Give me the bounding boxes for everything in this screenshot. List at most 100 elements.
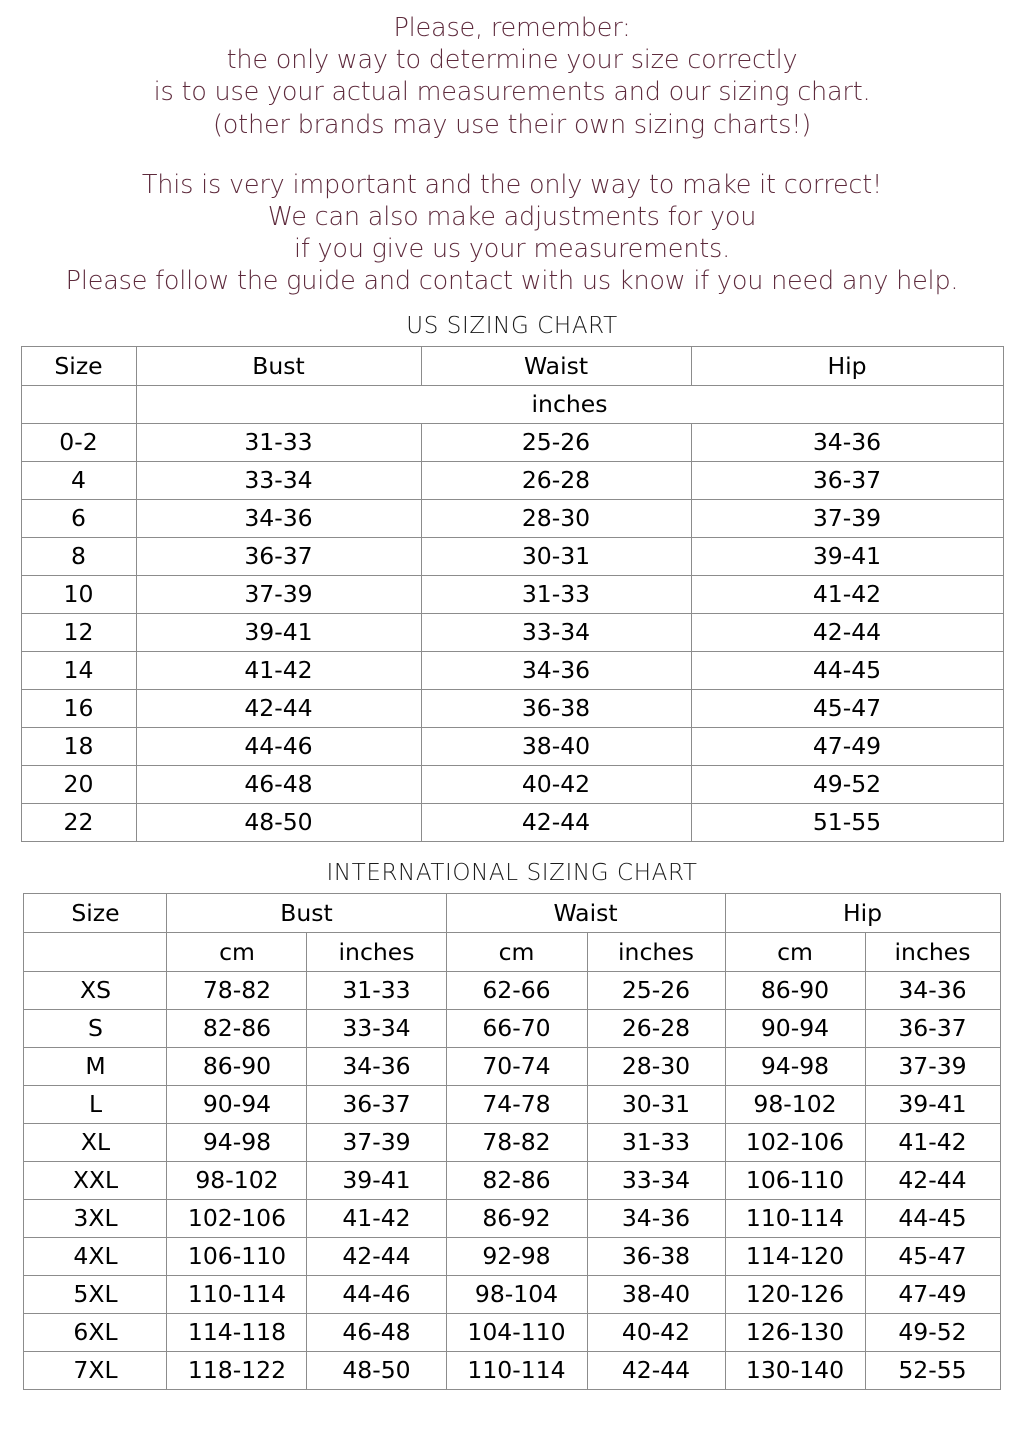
- intro-note: Please, remember: the only way to determ…: [0, 0, 1024, 298]
- cell-bust-cm: 78-82: [166, 970, 308, 1010]
- unit-row-blank-cell: [20, 384, 137, 424]
- cell-bust: 44-46: [135, 726, 422, 766]
- cell-waist-in: 30-31: [586, 1084, 726, 1124]
- subheader-bust-cm: cm: [166, 931, 308, 972]
- cell-bust-cm: 106-110: [166, 1236, 308, 1276]
- cell-size: 3XL: [23, 1198, 168, 1238]
- cell-waist-cm: 66-70: [445, 1008, 588, 1048]
- cell-bust-in: 42-44: [306, 1236, 447, 1276]
- cell-bust-cm: 114-118: [166, 1312, 308, 1352]
- cell-hip: 49-52: [690, 764, 1004, 804]
- cell-waist-in: 33-34: [586, 1160, 726, 1200]
- cell-bust-in: 36-37: [306, 1084, 447, 1124]
- cell-bust-in: 37-39: [306, 1122, 447, 1162]
- cell-waist-in: 40-42: [586, 1312, 726, 1352]
- cell-bust-in: 41-42: [306, 1198, 447, 1238]
- table-row: XL 94-98 37-39 78-82 31-33 102-106 41-42: [23, 1122, 1001, 1162]
- cell-hip: 41-42: [690, 574, 1004, 614]
- cell-size: 20: [20, 764, 137, 804]
- cell-hip-in: 42-44: [864, 1160, 1001, 1200]
- cell-hip: 44-45: [690, 650, 1004, 690]
- subheader-waist-inches: inches: [586, 931, 726, 972]
- cell-waist: 30-31: [420, 536, 692, 576]
- cell-hip: 34-36: [690, 422, 1004, 462]
- table-row: 3XL 102-106 41-42 86-92 34-36 110-114 44…: [23, 1198, 1001, 1238]
- cell-bust-in: 48-50: [306, 1350, 447, 1390]
- cell-hip-cm: 110-114: [724, 1198, 866, 1238]
- cell-bust-cm: 110-114: [166, 1274, 308, 1314]
- intro-line: Please follow the guide and contact with…: [65, 266, 959, 297]
- cell-size: 18: [20, 726, 137, 766]
- table-row: S 82-86 33-34 66-70 26-28 90-94 36-37: [23, 1008, 1001, 1048]
- cell-hip-in: 36-37: [864, 1008, 1001, 1048]
- cell-hip-in: 34-36: [864, 970, 1001, 1010]
- cell-size: 4: [20, 460, 137, 500]
- cell-waist-cm: 78-82: [445, 1122, 588, 1162]
- subheader-blank-cell: [23, 931, 168, 972]
- table-row: XXL 98-102 39-41 82-86 33-34 106-110 42-…: [23, 1160, 1001, 1200]
- table-row: 16 42-44 36-38 45-47: [20, 688, 1004, 728]
- cell-waist: 33-34: [420, 612, 692, 652]
- table-row: 20 46-48 40-42 49-52: [20, 764, 1004, 804]
- cell-waist: 36-38: [420, 688, 692, 728]
- cell-hip: 36-37: [690, 460, 1004, 500]
- cell-bust-in: 33-34: [306, 1008, 447, 1048]
- cell-hip-cm: 98-102: [724, 1084, 866, 1124]
- us-chart-title: US SIZING CHART: [406, 312, 618, 339]
- cell-hip: 42-44: [690, 612, 1004, 652]
- cell-hip-in: 39-41: [864, 1084, 1001, 1124]
- table-row: 14 41-42 34-36 44-45: [20, 650, 1004, 690]
- cell-size: 22: [20, 802, 137, 842]
- table-row: 4XL 106-110 42-44 92-98 36-38 114-120 45…: [23, 1236, 1001, 1276]
- cell-hip-cm: 94-98: [724, 1046, 866, 1086]
- cell-waist-cm: 92-98: [445, 1236, 588, 1276]
- cell-waist-cm: 110-114: [445, 1350, 588, 1390]
- cell-waist: 42-44: [420, 802, 692, 842]
- cell-hip: 45-47: [690, 688, 1004, 728]
- intl-chart-title: INTERNATIONAL SIZING CHART: [326, 859, 698, 886]
- unit-label-inches: inches: [135, 384, 1004, 424]
- cell-bust-in: 44-46: [306, 1274, 447, 1314]
- column-header-hip: Hip: [690, 345, 1004, 386]
- cell-bust: 37-39: [135, 574, 422, 614]
- cell-bust: 39-41: [135, 612, 422, 652]
- intro-line: (other brands may use their own sizing c…: [213, 109, 811, 140]
- table-row: 7XL 118-122 48-50 110-114 42-44 130-140 …: [23, 1350, 1001, 1390]
- cell-bust: 48-50: [135, 802, 422, 842]
- cell-hip-cm: 126-130: [724, 1312, 866, 1352]
- cell-size: M: [23, 1046, 168, 1086]
- cell-waist-in: 42-44: [586, 1350, 726, 1390]
- cell-hip-in: 41-42: [864, 1122, 1001, 1162]
- cell-size: XL: [23, 1122, 168, 1162]
- cell-bust: 36-37: [135, 536, 422, 576]
- cell-waist-cm: 62-66: [445, 970, 588, 1010]
- subheader-waist-cm: cm: [445, 931, 588, 972]
- table-row: 0-2 31-33 25-26 34-36: [20, 422, 1004, 462]
- cell-size: 16: [20, 688, 137, 728]
- table-row: M 86-90 34-36 70-74 28-30 94-98 37-39: [23, 1046, 1001, 1086]
- table-header-row: Size Bust Waist Hip: [20, 345, 1004, 386]
- cell-hip-in: 44-45: [864, 1198, 1001, 1238]
- table-row: 12 39-41 33-34 42-44: [20, 612, 1004, 652]
- cell-waist: 28-30: [420, 498, 692, 538]
- cell-waist-in: 31-33: [586, 1122, 726, 1162]
- cell-waist: 34-36: [420, 650, 692, 690]
- cell-size: 8: [20, 536, 137, 576]
- cell-waist-in: 38-40: [586, 1274, 726, 1314]
- cell-bust-cm: 82-86: [166, 1008, 308, 1048]
- cell-bust-cm: 90-94: [166, 1084, 308, 1124]
- us-sizing-table: Size Bust Waist Hip inches 0-2 31-33 25-…: [20, 345, 1004, 842]
- cell-waist-in: 34-36: [586, 1198, 726, 1238]
- cell-hip: 51-55: [690, 802, 1004, 842]
- table-header-row: Size Bust Waist Hip: [23, 892, 1001, 933]
- cell-hip-in: 37-39: [864, 1046, 1001, 1086]
- column-header-size: Size: [20, 345, 137, 386]
- cell-hip-in: 49-52: [864, 1312, 1001, 1352]
- cell-bust-in: 31-33: [306, 970, 447, 1010]
- cell-waist-in: 36-38: [586, 1236, 726, 1276]
- cell-bust: 41-42: [135, 650, 422, 690]
- intro-line: This is very important and the only way …: [141, 169, 883, 200]
- subheader-bust-inches: inches: [306, 931, 447, 972]
- cell-hip: 37-39: [690, 498, 1004, 538]
- cell-waist: 31-33: [420, 574, 692, 614]
